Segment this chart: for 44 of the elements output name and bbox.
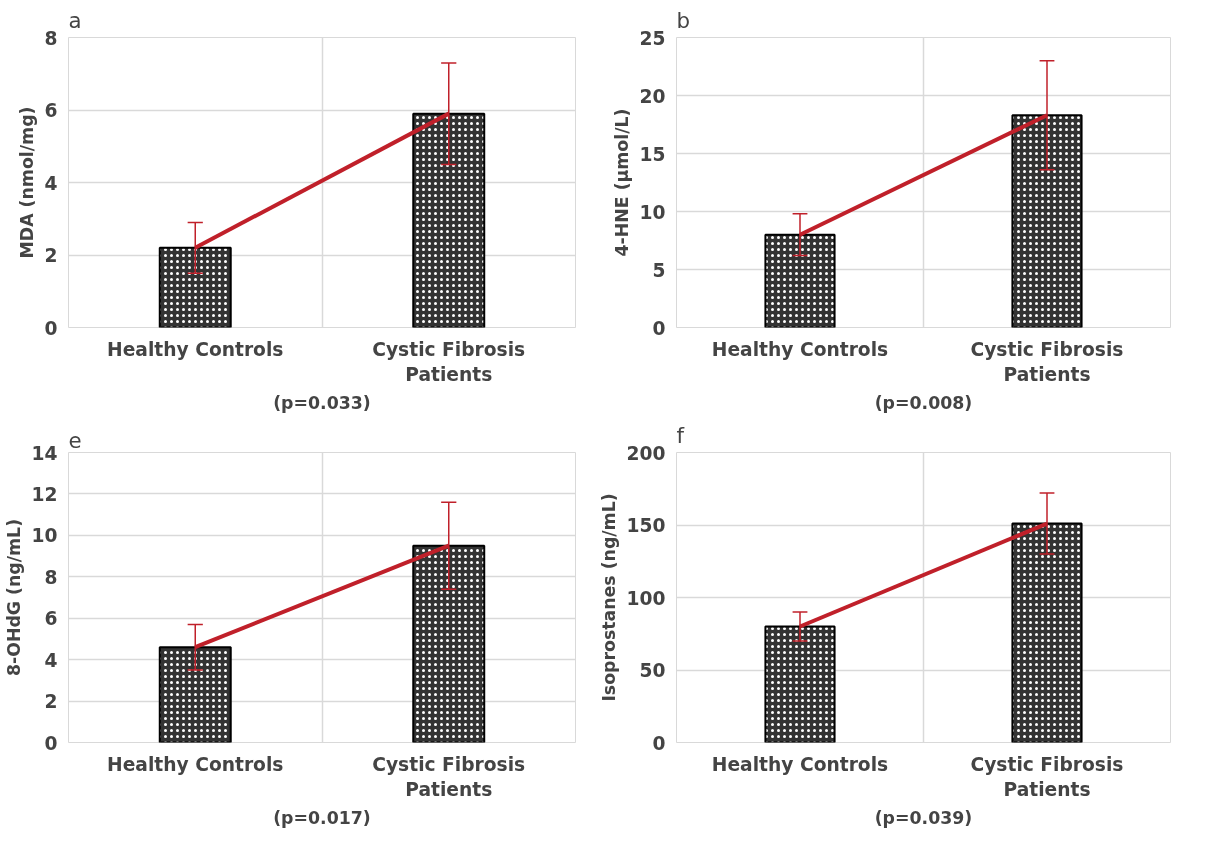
x-tick-label: Healthy Controls: [107, 753, 284, 775]
y-tick-label: 8: [44, 566, 58, 588]
y-tick-label: 25: [639, 27, 666, 49]
y-tick-label: 4: [44, 172, 58, 194]
y-tick-label: 20: [639, 85, 666, 107]
y-tick-label: 100: [626, 587, 666, 609]
y-tick-label: 10: [639, 201, 666, 223]
x-axis-title: (p=0.017): [273, 807, 371, 828]
x-axis-title: (p=0.033): [273, 392, 371, 413]
x-tick-label: Healthy Controls: [107, 338, 284, 360]
y-axis-title: MDA (nmol/mg): [16, 106, 37, 259]
x-axis-title: (p=0.008): [874, 392, 973, 413]
y-tick-label: 4: [44, 649, 58, 671]
y-tick-label: 6: [44, 100, 58, 121]
chart-title: e: [68, 427, 82, 453]
y-tick-label: 150: [626, 515, 666, 536]
y-tick-label: 2: [44, 245, 58, 266]
chart-title: b: [676, 7, 691, 33]
x-tick-label: Healthy Controls: [711, 338, 889, 360]
x-tick-label: Cystic Fibrosis Patients: [372, 338, 526, 385]
x-tick-label: Cystic Fibrosis Patients: [970, 338, 1124, 385]
x-axis-title: (p=0.039): [874, 807, 973, 828]
y-tick-label: 10: [31, 525, 58, 547]
y-tick-label: 8: [44, 27, 58, 49]
y-tick-label: 0: [44, 732, 58, 754]
y-tick-label: 0: [652, 732, 666, 754]
y-tick-label: 15: [639, 143, 666, 165]
y-tick-label: 200: [626, 442, 666, 464]
chart-title: f: [676, 422, 685, 448]
chart-title: a: [68, 7, 82, 33]
y-axis-title: Isoprostanes (ng/mL): [598, 493, 619, 702]
y-tick-label: 14: [31, 442, 58, 464]
y-tick-label: 12: [31, 483, 58, 505]
y-tick-label: 5: [652, 259, 666, 281]
y-tick-label: 50: [639, 660, 666, 681]
y-tick-label: 0: [44, 317, 58, 339]
y-tick-label: 6: [44, 608, 58, 630]
x-tick-label: Healthy Controls: [711, 753, 889, 775]
y-tick-label: 0: [652, 317, 666, 339]
y-tick-label: 2: [44, 691, 58, 713]
y-axis-title: 4-HNE (µmol/L): [611, 108, 632, 257]
x-tick-label: Cystic Fibrosis Patients: [970, 753, 1124, 800]
x-tick-label: Cystic Fibrosis Patients: [372, 753, 526, 800]
y-axis-title: 8-OHdG (ng/mL): [3, 518, 24, 677]
